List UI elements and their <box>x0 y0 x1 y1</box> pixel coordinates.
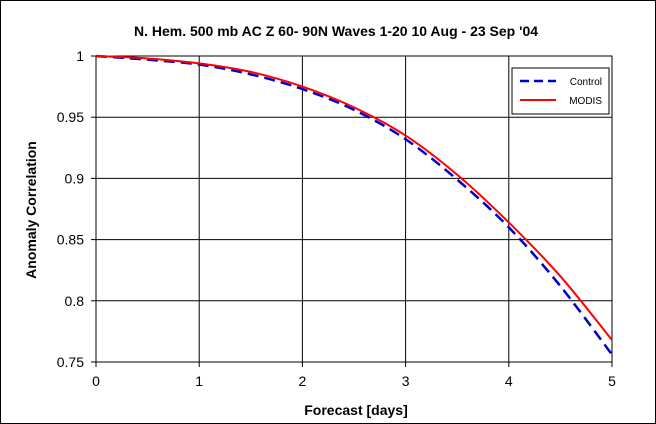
x-tick-label: 5 <box>608 373 616 389</box>
x-axis-label: Forecast [days] <box>304 402 407 418</box>
tick-labels: 0 1 2 3 4 5 0.75 0.8 0.85 0.9 0.95 1 <box>57 48 616 389</box>
y-axis-label: Anomaly Correlation <box>23 141 39 279</box>
x-tick-label: 0 <box>92 373 100 389</box>
y-tick-label: 0.75 <box>57 354 84 370</box>
legend: Control MODIS <box>511 67 610 115</box>
chart-title: N. Hem. 500 mb AC Z 60- 90N Waves 1-20 1… <box>134 23 538 39</box>
series-lines <box>95 54 613 356</box>
x-tick-label: 2 <box>299 373 307 389</box>
y-tick-label: 0.85 <box>57 232 84 248</box>
x-tick-label: 4 <box>505 373 513 389</box>
legend-box <box>511 67 610 115</box>
series-line-modis <box>95 55 613 341</box>
series-line-control <box>95 54 613 356</box>
legend-label: MODIS <box>569 96 602 107</box>
legend-label: Control <box>570 77 602 88</box>
y-tick-label: 0.95 <box>57 109 84 125</box>
y-tick-label: 1 <box>76 48 84 64</box>
plot-area <box>95 55 613 363</box>
x-tick-label: 3 <box>402 373 410 389</box>
y-tick-label: 0.9 <box>65 170 85 186</box>
x-tick-label: 1 <box>195 373 203 389</box>
y-tick-label: 0.8 <box>65 293 85 309</box>
